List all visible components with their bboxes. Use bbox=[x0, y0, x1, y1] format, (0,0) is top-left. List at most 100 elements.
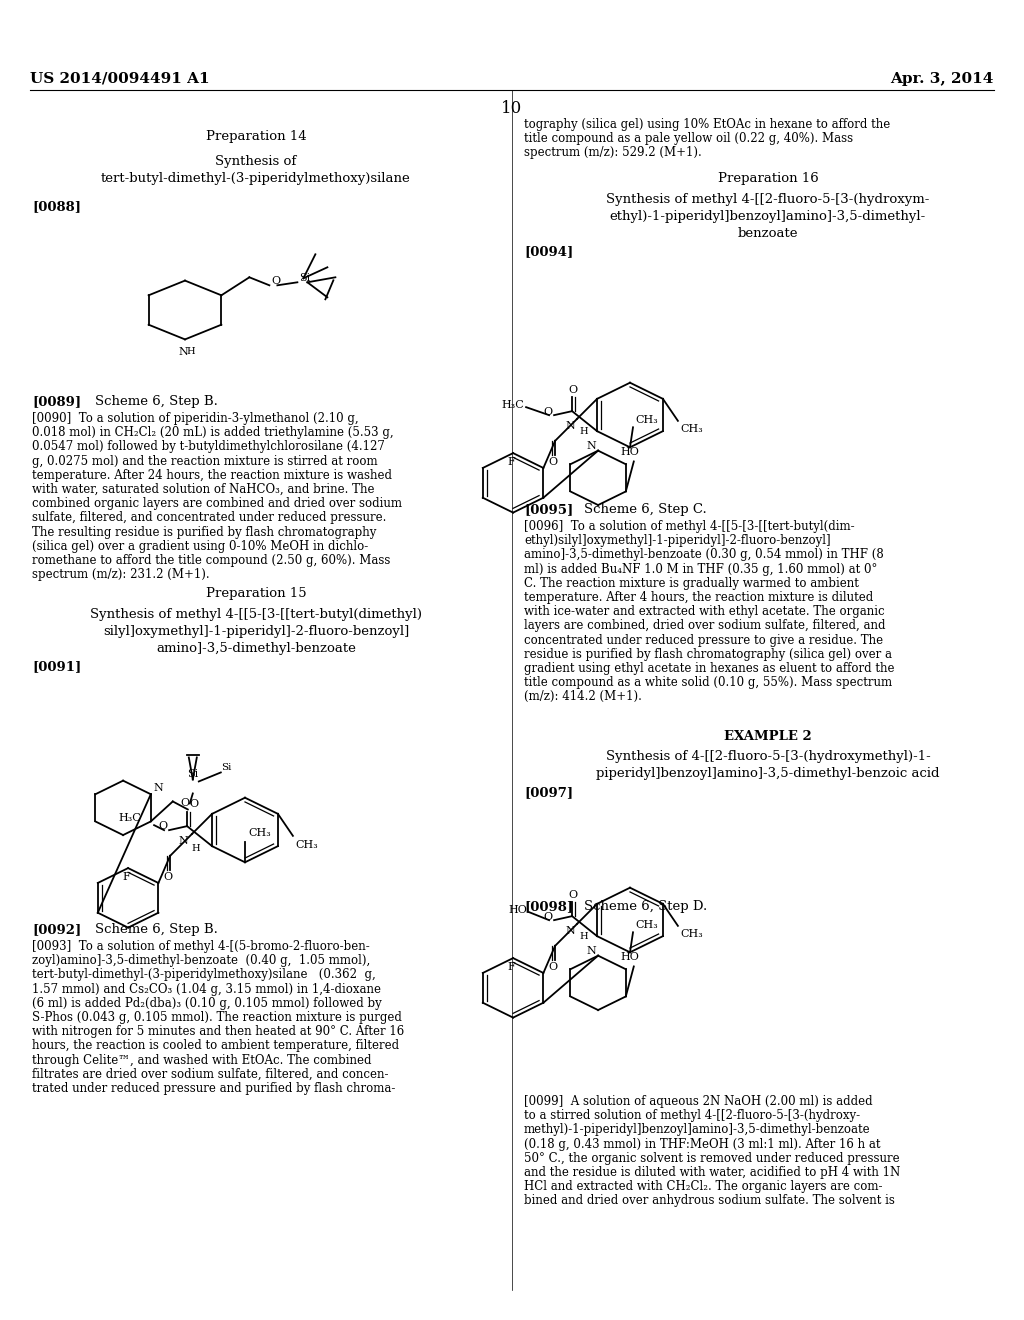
Text: O: O bbox=[158, 821, 167, 832]
Text: O: O bbox=[543, 912, 552, 923]
Text: HO: HO bbox=[621, 447, 639, 458]
Text: Scheme 6, Step B.: Scheme 6, Step B. bbox=[95, 395, 218, 408]
Text: (6 ml) is added Pd₂(dba)₃ (0.10 g, 0.105 mmol) followed by: (6 ml) is added Pd₂(dba)₃ (0.10 g, 0.105… bbox=[32, 997, 382, 1010]
Text: O: O bbox=[164, 871, 173, 882]
Text: Scheme 6, Step B.: Scheme 6, Step B. bbox=[95, 923, 218, 936]
Text: temperature. After 24 hours, the reaction mixture is washed: temperature. After 24 hours, the reactio… bbox=[32, 469, 392, 482]
Text: H: H bbox=[580, 932, 589, 941]
Text: tert-butyl-dimethyl-(3-piperidylmethoxy)silane: tert-butyl-dimethyl-(3-piperidylmethoxy)… bbox=[101, 172, 411, 185]
Text: H: H bbox=[580, 426, 589, 436]
Text: [0092]: [0092] bbox=[32, 923, 81, 936]
Text: CH₃: CH₃ bbox=[248, 829, 270, 838]
Text: O: O bbox=[180, 799, 189, 808]
Text: C. The reaction mixture is gradually warmed to ambient: C. The reaction mixture is gradually war… bbox=[524, 577, 859, 590]
Text: methyl)-1-piperidyl]benzoyl]amino]-3,5-dimethyl-benzoate: methyl)-1-piperidyl]benzoyl]amino]-3,5-d… bbox=[524, 1123, 870, 1137]
Text: [0093]  To a solution of methyl 4-[(5-bromo-2-fluoro-ben-: [0093] To a solution of methyl 4-[(5-bro… bbox=[32, 940, 370, 953]
Text: 1.57 mmol) and Cs₂CO₃ (1.04 g, 3.15 mmol) in 1,4-dioxane: 1.57 mmol) and Cs₂CO₃ (1.04 g, 3.15 mmol… bbox=[32, 982, 381, 995]
Text: Synthesis of 4-[[2-fluoro-5-[3-(hydroxymethyl)-1-: Synthesis of 4-[[2-fluoro-5-[3-(hydroxym… bbox=[605, 750, 931, 763]
Text: N: N bbox=[565, 925, 575, 936]
Text: to a stirred solution of methyl 4-[[2-fluoro-5-[3-(hydroxy-: to a stirred solution of methyl 4-[[2-fl… bbox=[524, 1109, 860, 1122]
Text: gradient using ethyl acetate in hexanes as eluent to afford the: gradient using ethyl acetate in hexanes … bbox=[524, 663, 895, 675]
Text: O: O bbox=[543, 407, 552, 417]
Text: [0089]: [0089] bbox=[32, 395, 81, 408]
Text: ethyl)silyl]oxymethyl]-1-piperidyl]-2-fluoro-benzoyl]: ethyl)silyl]oxymethyl]-1-piperidyl]-2-fl… bbox=[524, 535, 830, 548]
Text: S-Phos (0.043 g, 0.105 mmol). The reaction mixture is purged: S-Phos (0.043 g, 0.105 mmol). The reacti… bbox=[32, 1011, 401, 1024]
Text: [0088]: [0088] bbox=[32, 201, 81, 213]
Text: HO: HO bbox=[621, 953, 639, 962]
Text: [0094]: [0094] bbox=[524, 246, 573, 257]
Text: F: F bbox=[507, 962, 515, 972]
Text: H: H bbox=[191, 843, 201, 853]
Text: Scheme 6, Step D.: Scheme 6, Step D. bbox=[584, 900, 708, 913]
Text: sulfate, filtered, and concentrated under reduced pressure.: sulfate, filtered, and concentrated unde… bbox=[32, 511, 386, 524]
Text: N: N bbox=[587, 441, 596, 450]
Text: with nitrogen for 5 minutes and then heated at 90° C. After 16: with nitrogen for 5 minutes and then hea… bbox=[32, 1026, 404, 1039]
Text: HCl and extracted with CH₂Cl₂. The organic layers are com-: HCl and extracted with CH₂Cl₂. The organ… bbox=[524, 1180, 883, 1193]
Text: ml) is added Bu₄NF 1.0 M in THF (0.35 g, 1.60 mmol) at 0°: ml) is added Bu₄NF 1.0 M in THF (0.35 g,… bbox=[524, 562, 878, 576]
Text: hours, the reaction is cooled to ambient temperature, filtered: hours, the reaction is cooled to ambient… bbox=[32, 1039, 399, 1052]
Text: F: F bbox=[122, 873, 130, 882]
Text: spectrum (m/z): 529.2 (M+1).: spectrum (m/z): 529.2 (M+1). bbox=[524, 147, 701, 160]
Text: 0.0547 mol) followed by t-butyldimethylchlorosilane (4.127: 0.0547 mol) followed by t-butyldimethylc… bbox=[32, 441, 385, 453]
Text: O: O bbox=[568, 385, 578, 395]
Text: Synthesis of methyl 4-[[2-fluoro-5-[3-(hydroxym-: Synthesis of methyl 4-[[2-fluoro-5-[3-(h… bbox=[606, 193, 930, 206]
Text: EXAMPLE 2: EXAMPLE 2 bbox=[724, 730, 812, 743]
Text: N: N bbox=[154, 783, 164, 793]
Text: [0099]  A solution of aqueous 2N NaOH (2.00 ml) is added: [0099] A solution of aqueous 2N NaOH (2.… bbox=[524, 1096, 872, 1107]
Text: Si: Si bbox=[187, 770, 199, 779]
Text: F: F bbox=[507, 457, 515, 467]
Text: and the residue is diluted with water, acidified to pH 4 with 1N: and the residue is diluted with water, a… bbox=[524, 1166, 900, 1179]
Text: N: N bbox=[178, 836, 188, 846]
Text: (silica gel) over a gradient using 0-10% MeOH in dichlo-: (silica gel) over a gradient using 0-10%… bbox=[32, 540, 369, 553]
Text: tography (silica gel) using 10% EtOAc in hexane to afford the: tography (silica gel) using 10% EtOAc in… bbox=[524, 117, 890, 131]
Text: CH₃: CH₃ bbox=[635, 920, 657, 931]
Text: O: O bbox=[189, 800, 199, 809]
Text: ethyl)-1-piperidyl]benzoyl]amino]-3,5-dimethyl-: ethyl)-1-piperidyl]benzoyl]amino]-3,5-di… bbox=[610, 210, 926, 223]
Text: temperature. After 4 hours, the reaction mixture is diluted: temperature. After 4 hours, the reaction… bbox=[524, 591, 873, 605]
Text: amino]-3,5-dimethyl-benzoate (0.30 g, 0.54 mmol) in THF (8: amino]-3,5-dimethyl-benzoate (0.30 g, 0.… bbox=[524, 548, 884, 561]
Text: concentrated under reduced pressure to give a residue. The: concentrated under reduced pressure to g… bbox=[524, 634, 883, 647]
Text: combined organic layers are combined and dried over sodium: combined organic layers are combined and… bbox=[32, 498, 402, 511]
Text: Scheme 6, Step C.: Scheme 6, Step C. bbox=[584, 503, 707, 516]
Text: O: O bbox=[568, 890, 578, 900]
Text: HO: HO bbox=[508, 906, 527, 915]
Text: layers are combined, dried over sodium sulfate, filtered, and: layers are combined, dried over sodium s… bbox=[524, 619, 886, 632]
Text: [0097]: [0097] bbox=[524, 785, 573, 799]
Text: H: H bbox=[186, 347, 196, 356]
Text: with water, saturated solution of NaHCO₃, and brine. The: with water, saturated solution of NaHCO₃… bbox=[32, 483, 375, 496]
Text: tert-butyl-dimethyl-(3-piperidylmethoxy)silane   (0.362  g,: tert-butyl-dimethyl-(3-piperidylmethoxy)… bbox=[32, 969, 376, 981]
Text: US 2014/0094491 A1: US 2014/0094491 A1 bbox=[30, 73, 210, 86]
Text: CH₃: CH₃ bbox=[635, 416, 657, 425]
Text: Preparation 14: Preparation 14 bbox=[206, 129, 306, 143]
Text: 10: 10 bbox=[502, 100, 522, 117]
Text: Si: Si bbox=[221, 763, 231, 772]
Text: bined and dried over anhydrous sodium sulfate. The solvent is: bined and dried over anhydrous sodium su… bbox=[524, 1195, 895, 1208]
Text: [0091]: [0091] bbox=[32, 660, 81, 673]
Text: H₃C: H₃C bbox=[502, 400, 524, 411]
Text: O: O bbox=[271, 276, 281, 286]
Text: residue is purified by flash chromatography (silica gel) over a: residue is purified by flash chromatogra… bbox=[524, 648, 892, 661]
Text: benzoate: benzoate bbox=[737, 227, 799, 240]
Text: Synthesis of methyl 4-[[5-[3-[[tert-butyl(dimethyl): Synthesis of methyl 4-[[5-[3-[[tert-buty… bbox=[90, 609, 422, 620]
Text: trated under reduced pressure and purified by flash chroma-: trated under reduced pressure and purifi… bbox=[32, 1082, 395, 1096]
Text: zoyl)amino]-3,5-dimethyl-benzoate  (0.40 g,  1.05 mmol),: zoyl)amino]-3,5-dimethyl-benzoate (0.40 … bbox=[32, 954, 371, 968]
Text: title compound as a pale yellow oil (0.22 g, 40%). Mass: title compound as a pale yellow oil (0.2… bbox=[524, 132, 853, 145]
Text: romethane to afford the title compound (2.50 g, 60%). Mass: romethane to afford the title compound (… bbox=[32, 554, 390, 568]
Text: [0095]: [0095] bbox=[524, 503, 573, 516]
Text: (0.18 g, 0.43 mmol) in THF:MeOH (3 ml:1 ml). After 16 h at: (0.18 g, 0.43 mmol) in THF:MeOH (3 ml:1 … bbox=[524, 1138, 881, 1151]
Text: O: O bbox=[549, 457, 558, 467]
Text: silyl]oxymethyl]-1-piperidyl]-2-fluoro-benzoyl]: silyl]oxymethyl]-1-piperidyl]-2-fluoro-b… bbox=[102, 624, 410, 638]
Text: N: N bbox=[178, 347, 187, 358]
Text: Synthesis of: Synthesis of bbox=[215, 154, 297, 168]
Text: through Celite™, and washed with EtOAc. The combined: through Celite™, and washed with EtOAc. … bbox=[32, 1053, 372, 1067]
Text: [0090]  To a solution of piperidin-3-ylmethanol (2.10 g,: [0090] To a solution of piperidin-3-ylme… bbox=[32, 412, 358, 425]
Text: spectrum (m/z): 231.2 (M+1).: spectrum (m/z): 231.2 (M+1). bbox=[32, 568, 210, 581]
Text: Apr. 3, 2014: Apr. 3, 2014 bbox=[891, 73, 994, 86]
Text: CH₃: CH₃ bbox=[680, 929, 702, 939]
Text: with ice-water and extracted with ethyl acetate. The organic: with ice-water and extracted with ethyl … bbox=[524, 605, 885, 618]
Text: (m/z): 414.2 (M+1).: (m/z): 414.2 (M+1). bbox=[524, 690, 642, 704]
Text: piperidyl]benzoyl]amino]-3,5-dimethyl-benzoic acid: piperidyl]benzoyl]amino]-3,5-dimethyl-be… bbox=[596, 767, 940, 780]
Text: CH₃: CH₃ bbox=[295, 840, 317, 850]
Text: amino]-3,5-dimethyl-benzoate: amino]-3,5-dimethyl-benzoate bbox=[156, 642, 356, 655]
Text: g, 0.0275 mol) and the reaction mixture is stirred at room: g, 0.0275 mol) and the reaction mixture … bbox=[32, 454, 378, 467]
